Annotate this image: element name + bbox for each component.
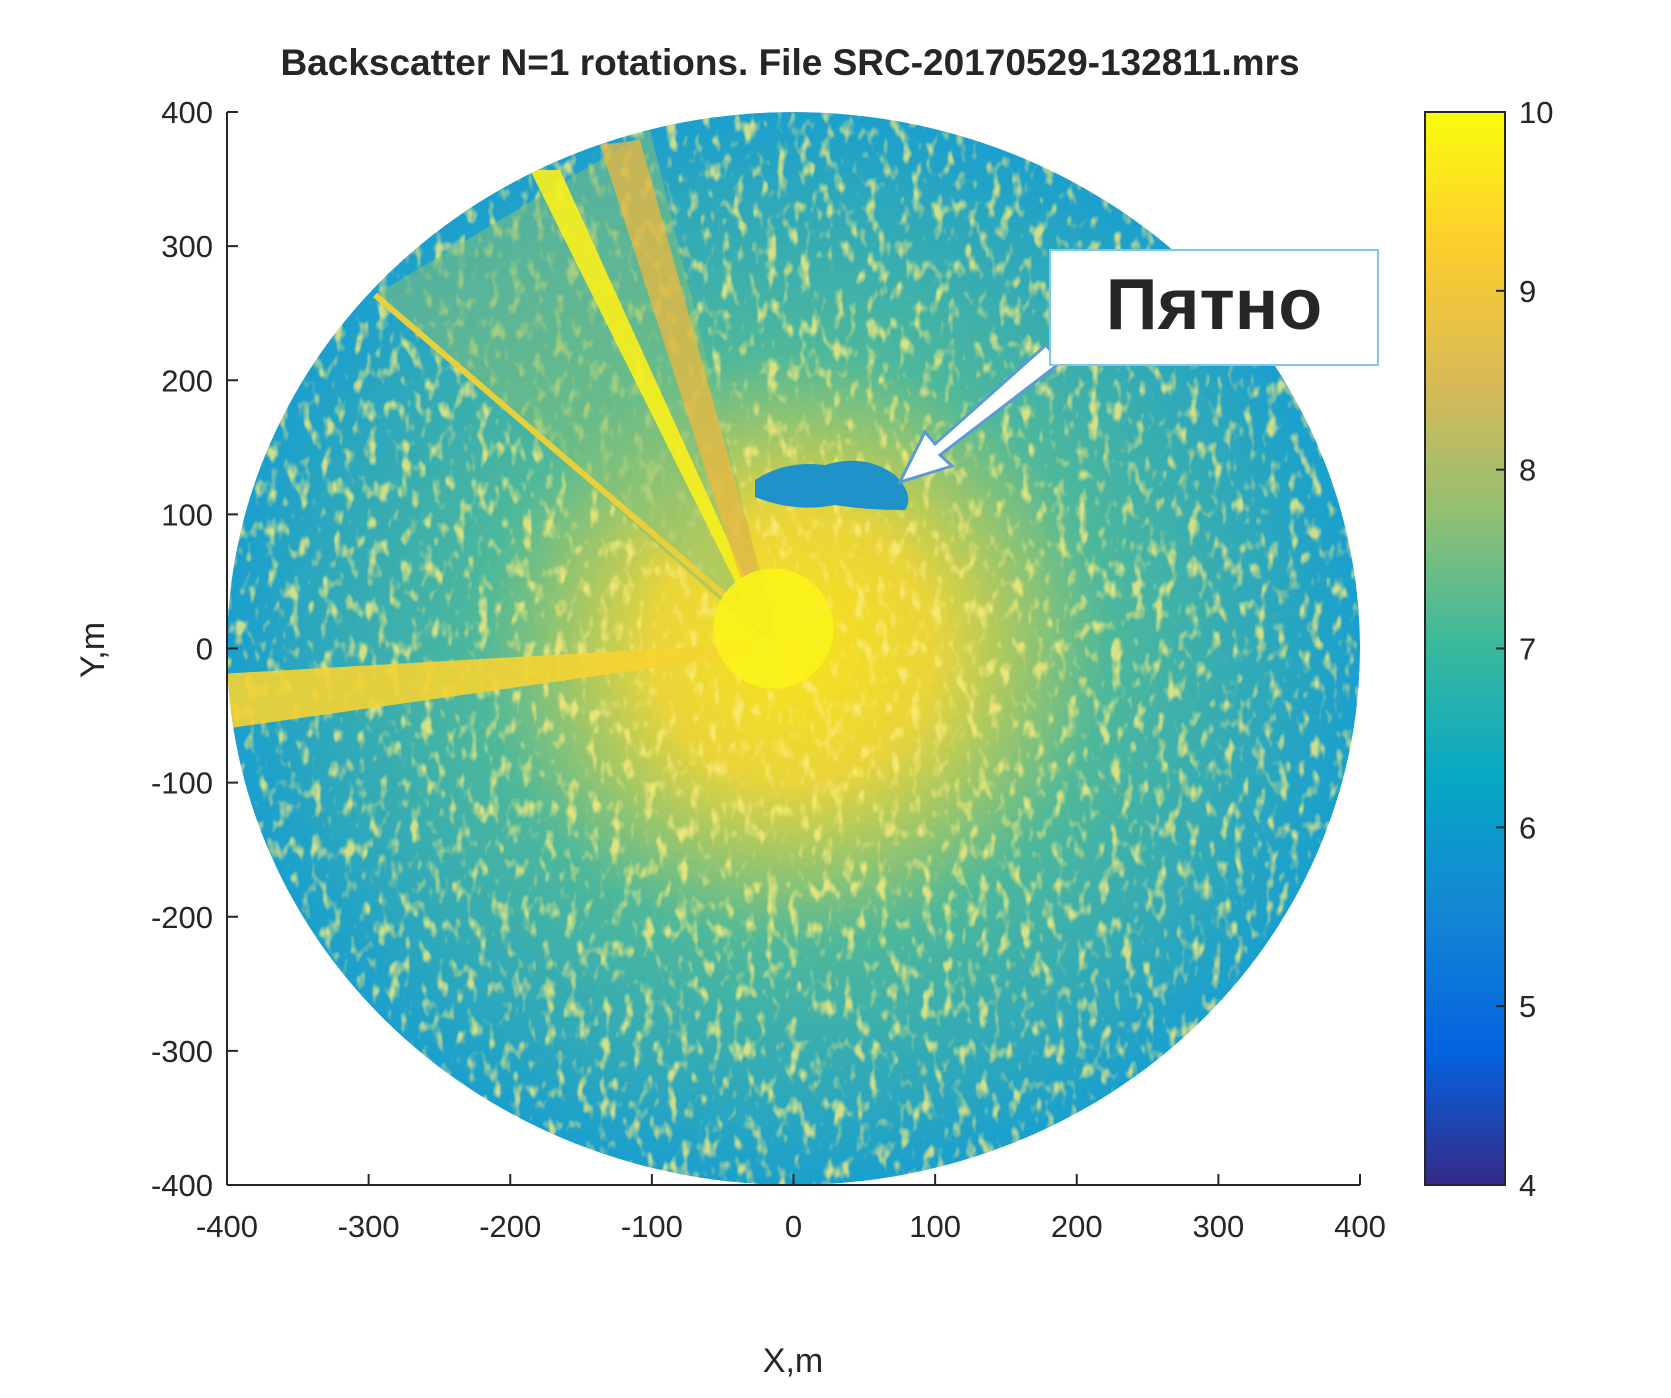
chart-title: Backscatter N=1 rotations. File SRC-2017… bbox=[280, 42, 1299, 83]
colorbar-tick-label: 10 bbox=[1519, 95, 1553, 130]
colorbar-scale bbox=[1424, 111, 1506, 1186]
y-tick-label: -200 bbox=[151, 900, 213, 935]
colorbar-tick-label: 5 bbox=[1519, 989, 1536, 1024]
x-tick-label: -200 bbox=[479, 1209, 541, 1244]
x-tick-label: -400 bbox=[196, 1209, 258, 1244]
y-tick-label: -100 bbox=[151, 766, 213, 801]
y-axis-label: Y,m bbox=[74, 622, 112, 678]
annotation-box bbox=[1049, 249, 1379, 366]
x-tick-label: 0 bbox=[785, 1209, 802, 1244]
annotation: Пятно bbox=[897, 249, 1379, 485]
colorbar: 4 5 6 7 8 9 10 bbox=[1424, 95, 1553, 1203]
plot-area: -400 -300 -200 -100 0 100 200 300 400 -400 -300 -20… bbox=[151, 95, 1386, 1244]
x-tick-label: 100 bbox=[909, 1209, 961, 1244]
x-tick-label: 200 bbox=[1051, 1209, 1103, 1244]
center-glow bbox=[713, 568, 834, 689]
y-tick-label: -300 bbox=[151, 1034, 213, 1069]
beam bbox=[530, 170, 764, 619]
colorbar-tick-label: 8 bbox=[1519, 453, 1536, 488]
colorbar-tick-label: 7 bbox=[1519, 632, 1536, 667]
x-axis-label: X,m bbox=[763, 1342, 823, 1380]
y-tick-label: 200 bbox=[161, 363, 213, 398]
beam bbox=[373, 292, 766, 631]
y-tick-label: 100 bbox=[161, 497, 213, 532]
colorbar-tick-label: 4 bbox=[1519, 1168, 1536, 1203]
beam bbox=[600, 140, 774, 619]
y-tick-label: 300 bbox=[161, 229, 213, 264]
x-tick-label: 300 bbox=[1193, 1209, 1245, 1244]
sector bbox=[375, 130, 774, 639]
annotation-arrow bbox=[897, 342, 1063, 485]
y-tick-label: 0 bbox=[196, 632, 213, 667]
x-tick-label: -300 bbox=[338, 1209, 400, 1244]
colorbar-tick-label: 9 bbox=[1519, 274, 1536, 309]
annotation-text: Пятно bbox=[1106, 265, 1323, 345]
x-tick-label: 400 bbox=[1334, 1209, 1386, 1244]
x-tick-label: -100 bbox=[621, 1209, 683, 1244]
radar-image bbox=[227, 112, 1360, 1185]
colorbar-tick-label: 6 bbox=[1519, 810, 1536, 845]
y-tick-label: -400 bbox=[151, 1168, 213, 1203]
beam bbox=[227, 643, 754, 729]
y-tick-label: 400 bbox=[161, 95, 213, 130]
spot bbox=[755, 460, 909, 510]
